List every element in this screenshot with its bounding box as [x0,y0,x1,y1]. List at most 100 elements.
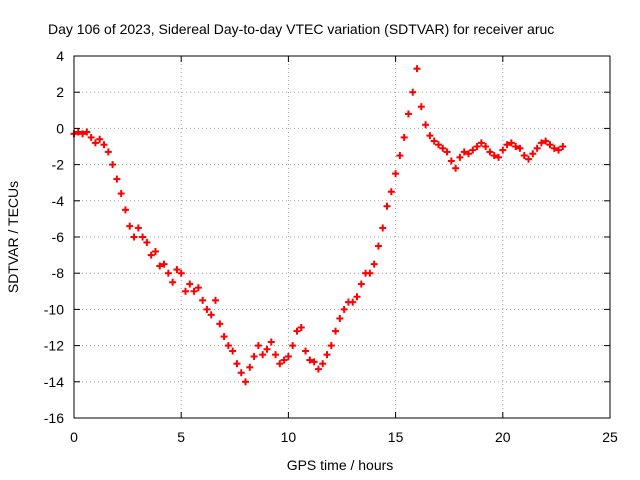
y-tick-label: -10 [44,301,64,317]
data-point [477,139,485,147]
y-tick-label: -6 [52,229,65,245]
data-point [370,260,378,268]
data-point [327,342,335,350]
data-point [486,148,494,156]
data-point [267,338,275,346]
data-point [383,202,391,210]
data-point [516,144,524,152]
y-tick-label: 0 [56,120,64,136]
data-point [233,360,241,368]
data-point [469,146,477,154]
data-point [190,287,198,295]
y-tick-label: -4 [52,193,65,209]
data-point [216,320,224,328]
data-point [392,170,400,178]
data-point [289,342,297,350]
y-tick-label: 4 [56,48,64,64]
data-point [374,242,382,250]
chart-title: Day 106 of 2023, Sidereal Day-to-day VTE… [48,21,554,37]
data-point [482,143,490,150]
data-point [259,351,267,359]
data-point [452,164,460,172]
data-point [546,141,554,149]
data-point [151,247,159,255]
data-point [306,356,314,364]
data-point [74,128,82,136]
data-point [229,347,237,355]
data-point [96,135,104,143]
data-point [409,88,417,96]
data-point [237,369,245,377]
data-point [396,152,404,160]
data-point [336,314,344,322]
data-point [340,305,348,313]
x-tick-label: 0 [70,429,78,445]
data-point [207,311,215,319]
data-point [169,278,177,286]
data-point [143,238,151,246]
data-point [332,327,340,335]
data-point [430,137,438,145]
data-point [280,356,288,364]
y-tick-label: -14 [44,374,64,390]
data-point [387,188,395,196]
data-point [357,280,365,288]
data-point [139,233,147,241]
data-point [507,139,515,147]
data-point [310,358,318,366]
data-point [186,280,194,288]
y-tick-label: -16 [44,410,64,426]
data-point [400,133,408,141]
data-point [302,347,310,355]
axis-ticks: 0 5 10 15 20 25 -16 -14 -12 -10 -8 -6 -4 -2 0 2 4 [44,48,618,445]
data-point [555,146,563,154]
data-point [550,144,558,152]
data-point [177,269,185,277]
x-tick-label: 20 [495,429,511,445]
data-point [113,175,121,183]
data-point [147,251,155,259]
y-tick-label: -2 [52,157,65,173]
data-point [242,378,250,386]
data-point [173,266,181,274]
data-point [91,139,99,147]
data-point [404,110,412,118]
data-point [473,143,481,150]
y-tick-label: -8 [52,265,65,281]
data-point [443,148,451,156]
data-point [126,222,134,230]
data-point [323,351,331,359]
data-point [263,345,271,353]
data-point [353,293,361,301]
data-point [533,144,541,152]
data-point [272,351,280,359]
data-point [319,360,327,368]
data-point [246,363,254,371]
data-point [276,360,284,368]
x-tick-label: 10 [281,429,297,445]
data-point [203,305,211,313]
data-point [156,262,164,270]
data-point [537,139,545,147]
data-point [121,206,129,214]
data-point [512,143,520,150]
data-point [79,130,87,138]
data-point [460,148,468,156]
data-point [366,269,374,277]
data-point [464,150,472,158]
data-point [284,352,292,360]
data-point [83,128,91,136]
data-point [413,65,421,73]
data-point [104,148,112,156]
data-point [314,365,322,373]
data-point [417,103,425,111]
data-point [422,121,430,129]
data-point [520,152,528,160]
data-point [434,141,442,149]
data-point [117,190,125,198]
data-point [490,152,498,160]
data-point [134,224,142,232]
data-point [212,296,220,304]
